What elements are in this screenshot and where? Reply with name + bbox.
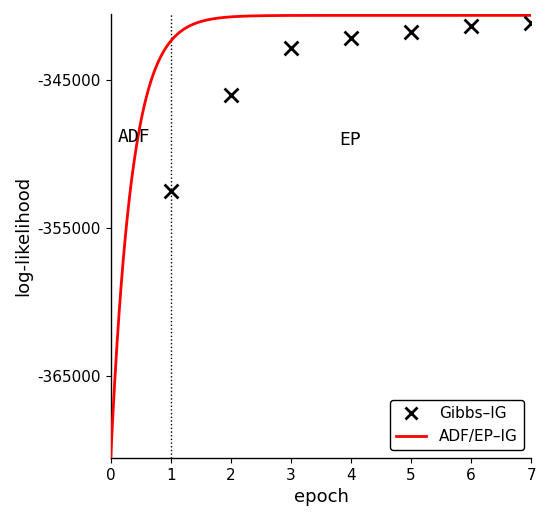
Point	[227, 91, 235, 99]
Text: ADF: ADF	[118, 128, 151, 146]
Point	[287, 44, 295, 52]
Text: EP: EP	[339, 131, 361, 149]
Legend: Gibbs–IG, ADF/EP–IG: Gibbs–IG, ADF/EP–IG	[390, 400, 524, 450]
X-axis label: epoch: epoch	[294, 488, 348, 506]
Point	[467, 21, 476, 30]
Point	[166, 187, 175, 196]
Point	[406, 28, 415, 36]
Y-axis label: log-likelihood: log-likelihood	[14, 176, 32, 296]
Point	[346, 33, 355, 42]
Point	[527, 19, 536, 27]
